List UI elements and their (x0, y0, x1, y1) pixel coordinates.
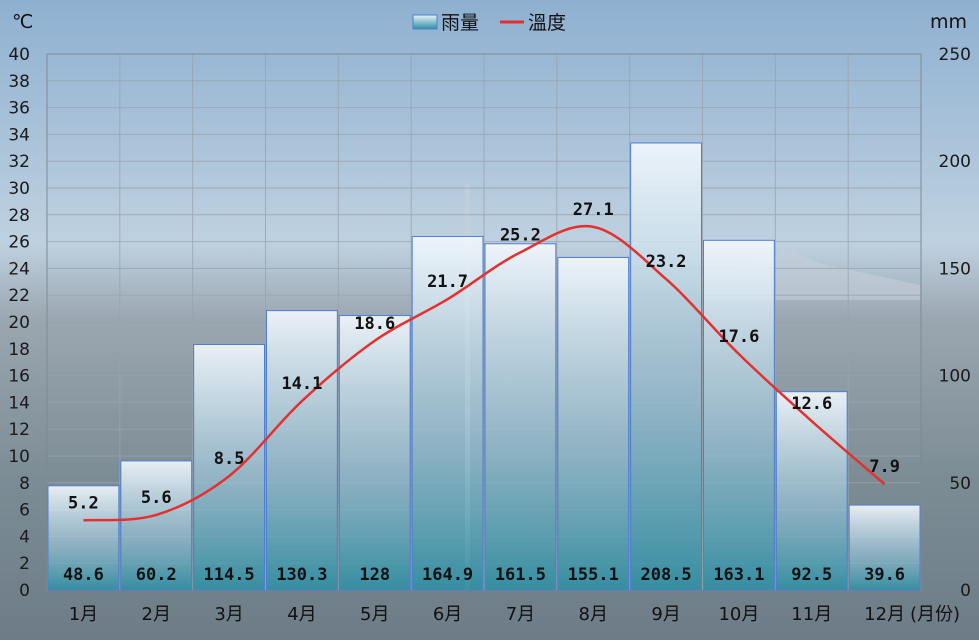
x-axis-tick-label: 9月 (651, 604, 680, 625)
temperature-value-label: 21.7 (427, 272, 468, 292)
right-axis-tick-label: 200 (939, 152, 971, 172)
left-axis-tick-label: 22 (8, 286, 30, 306)
rain-bar (775, 391, 848, 591)
left-axis-tick-label: 16 (8, 367, 30, 387)
rain-value-label: 48.6 (63, 565, 104, 585)
left-axis-tick-label: 4 (19, 527, 30, 547)
x-axis-tick-label: 6月 (433, 604, 462, 625)
temperature-value-label: 12.6 (791, 394, 832, 414)
rain-bar (630, 142, 703, 591)
left-axis-tick-label: 36 (8, 99, 30, 119)
right-axis-tick-label: 0 (960, 581, 971, 601)
left-axis-tick-label: 20 (8, 313, 30, 333)
x-axis-tick-label: 1月 (69, 604, 98, 625)
temperature-value-label: 27.1 (573, 200, 614, 220)
temperature-line (83, 224, 886, 522)
rain-value-label: 161.5 (495, 565, 546, 585)
grid-lines (46, 53, 922, 591)
rain-value-labels: 48.6 60.2 114.5 130.3 128 164.9 161.5 155.1 208.… (63, 565, 905, 585)
temperature-value-label: 5.2 (68, 493, 99, 513)
left-axis-tick-label: 40 (8, 45, 30, 65)
rain-value-label: 128 (359, 565, 390, 585)
x-axis-tick-label: 3月 (214, 604, 243, 625)
left-axis-tick-label: 12 (8, 420, 30, 440)
rain-value-label: 60.2 (136, 565, 177, 585)
right-axis-tick-label: 250 (939, 45, 971, 65)
temperature-value-label: 17.6 (718, 327, 759, 347)
left-axis-tick-label: 32 (8, 152, 30, 172)
x-axis-tick-label: 7月 (506, 604, 535, 625)
left-axis-tick-label: 30 (8, 179, 30, 199)
x-axis-tick-label: 11月 (791, 604, 832, 625)
rain-bar (848, 504, 921, 591)
left-axis-tick-label: 6 (19, 501, 30, 521)
right-axis-tick-label: 100 (939, 367, 971, 387)
x-axis-tick-label: 4月 (287, 604, 316, 625)
rain-value-label: 92.5 (791, 565, 832, 585)
left-axis-tick-label: 14 (8, 393, 30, 413)
x-axis-unit: (月份) (910, 604, 960, 625)
rain-bar (703, 239, 775, 591)
right-axis-tick-label: 150 (939, 259, 971, 279)
temperature-value-label: 23.2 (646, 252, 687, 272)
rain-bar (338, 315, 411, 591)
right-axis-unit: mm (930, 11, 967, 33)
temperature-value-label: 8.5 (214, 449, 245, 469)
temperature-value-label: 5.6 (141, 488, 172, 508)
rain-bars (47, 142, 921, 591)
x-axis-ticks: 1月 2月 3月 4月 5月 6月 7月 8月 9月 10月 11月 12月 (69, 604, 905, 625)
left-axis-tick-label: 38 (8, 72, 30, 92)
rain-value-label: 130.3 (276, 565, 327, 585)
plot-area-border (46, 53, 922, 591)
rain-bar (266, 310, 338, 591)
temperature-value-label: 7.9 (869, 457, 900, 477)
right-axis-ticks: 0 50 100 150 200 250 (939, 45, 971, 601)
left-axis-tick-label: 10 (8, 447, 30, 467)
right-axis-tick-label: 50 (949, 474, 971, 494)
rain-bar (120, 460, 193, 591)
rain-bar (557, 256, 630, 591)
x-axis-tick-label: 8月 (579, 604, 608, 625)
temperature-value-labels: 5.2 5.6 8.5 14.1 18.6 21.7 25.2 27.1 23.2 17.6 12.… (68, 200, 900, 513)
left-axis-tick-label: 8 (19, 474, 30, 494)
temperature-value-label: 18.6 (354, 314, 395, 334)
legend: 雨量 溫度 (412, 12, 566, 34)
rain-value-label: 39.6 (864, 565, 905, 585)
rain-value-label: 155.1 (568, 565, 619, 585)
x-axis-tick-label: 5月 (360, 604, 389, 625)
temperature-value-label: 14.1 (281, 374, 322, 394)
x-axis-tick-label: 2月 (142, 604, 171, 625)
rain-value-label: 163.1 (713, 565, 764, 585)
legend-temp-label: 溫度 (528, 12, 566, 34)
rain-value-label: 164.9 (422, 565, 473, 585)
left-axis-tick-label: 0 (19, 581, 30, 601)
left-axis-tick-label: 24 (8, 259, 30, 279)
temperature-value-label: 25.2 (500, 225, 541, 245)
rain-bar (411, 235, 484, 591)
left-axis-tick-label: 28 (8, 206, 30, 226)
left-axis-tick-label: 34 (8, 125, 30, 145)
x-axis-tick-label: 12月 (864, 604, 905, 625)
left-axis-tick-label: 26 (8, 233, 30, 253)
legend-rain-label: 雨量 (441, 12, 479, 34)
rain-bar (193, 344, 266, 591)
rain-bar (47, 485, 120, 591)
rain-value-label: 208.5 (640, 565, 691, 585)
left-axis-unit: ℃ (12, 11, 33, 33)
x-axis-tick-label: 10月 (718, 604, 759, 625)
rain-bar (484, 243, 557, 591)
legend-rain-swatch (412, 14, 438, 30)
left-axis-tick-label: 2 (19, 554, 30, 574)
rain-value-label: 114.5 (203, 565, 254, 585)
left-axis-tick-label: 18 (8, 340, 30, 360)
